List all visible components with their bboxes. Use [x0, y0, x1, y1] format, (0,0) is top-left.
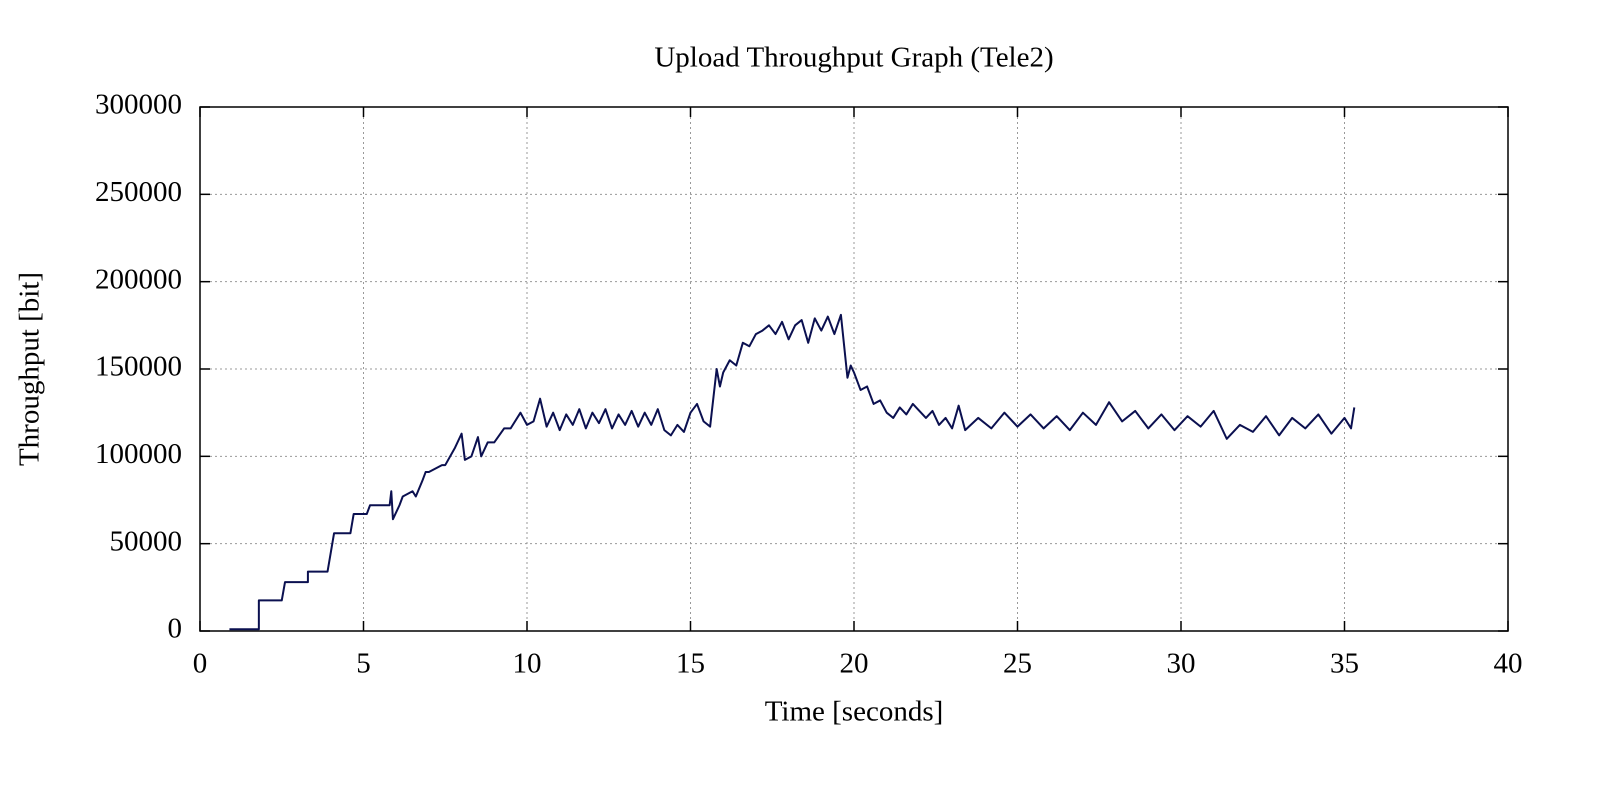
y-tick-label: 200000 — [95, 263, 182, 295]
x-tick-label: 30 — [1167, 648, 1196, 680]
x-tick-label: 35 — [1330, 648, 1359, 680]
plot-frame — [199, 106, 1509, 632]
x-tick-label: 5 — [356, 648, 371, 680]
x-axis-label: Time [seconds] — [765, 696, 944, 728]
x-tick-label: 10 — [513, 648, 542, 680]
y-axis-label: Throughput [bit] — [14, 272, 46, 466]
data-line — [229, 313, 1356, 631]
y-tick-label: 150000 — [95, 351, 182, 383]
x-tick-label: 15 — [676, 648, 705, 680]
chart-title: Upload Throughput Graph (Tele2) — [654, 42, 1053, 74]
x-tick-label: 40 — [1494, 648, 1523, 680]
y-tick-label: 0 — [168, 613, 183, 645]
x-tick-label: 25 — [1003, 648, 1032, 680]
x-tick-label: 20 — [840, 648, 869, 680]
y-tick-label: 300000 — [95, 89, 182, 121]
x-tick-label: 0 — [193, 648, 208, 680]
y-tick-label: 100000 — [95, 438, 182, 470]
y-tick-label: 250000 — [95, 176, 182, 208]
y-tick-label: 50000 — [110, 525, 183, 557]
